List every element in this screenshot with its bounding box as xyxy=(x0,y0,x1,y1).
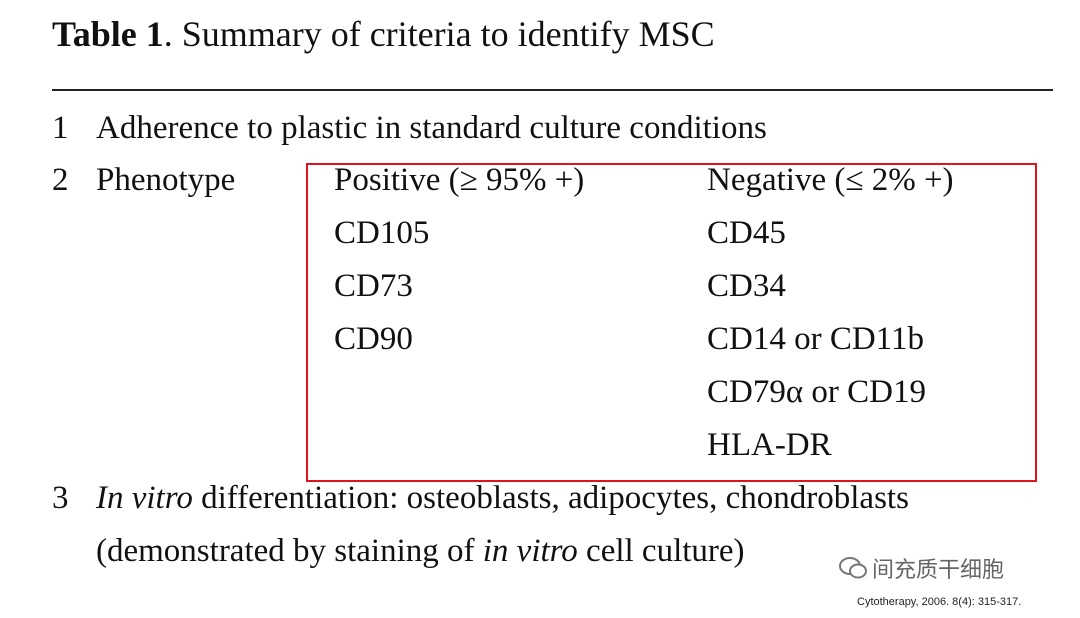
italic-text: in vitro xyxy=(482,533,578,569)
row-number: 3 xyxy=(52,480,69,516)
watermark-text: 间充质干细胞 xyxy=(872,558,1005,583)
marker: CD14 or CD11b xyxy=(707,321,924,357)
marker: CD79α or CD19 xyxy=(707,374,926,410)
text: cell culture) xyxy=(577,533,745,569)
column-header: Positive (≥ 95% +) xyxy=(334,162,585,198)
marker: HLA-DR xyxy=(707,427,832,463)
row-text: Adherence to plastic in standard culture… xyxy=(96,110,767,146)
marker: CD90 xyxy=(334,321,413,357)
wechat-icon xyxy=(839,557,867,579)
citation: Cytotherapy, 2006. 8(4): 315-317. xyxy=(857,596,1022,608)
row-number: 2 xyxy=(52,162,69,198)
row-line: In vitro differentiation: osteoblasts, a… xyxy=(96,482,909,515)
title-text: . Summary of criteria to identify MSC xyxy=(163,14,715,54)
highlight-box xyxy=(306,163,1037,482)
row-line: (demonstrated by staining of in vitro ce… xyxy=(96,535,745,568)
text: differentiation: osteoblasts, adipocytes… xyxy=(192,480,909,516)
column-header: Negative (≤ 2% +) xyxy=(707,162,954,198)
marker: CD73 xyxy=(334,268,413,304)
row-text: Phenotype xyxy=(96,162,236,198)
marker: CD34 xyxy=(707,268,786,304)
rule xyxy=(52,89,1053,91)
marker: CD105 xyxy=(334,215,430,251)
text: (demonstrated by staining of xyxy=(96,533,483,569)
title-label: Table 1 xyxy=(52,14,164,54)
row-number: 1 xyxy=(52,110,69,146)
table-title: Table 1. Summary of criteria to identify… xyxy=(52,16,715,52)
marker: CD45 xyxy=(707,215,786,251)
watermark: 间充质干细胞 xyxy=(838,552,1004,584)
italic-text: In vitro xyxy=(96,480,193,516)
